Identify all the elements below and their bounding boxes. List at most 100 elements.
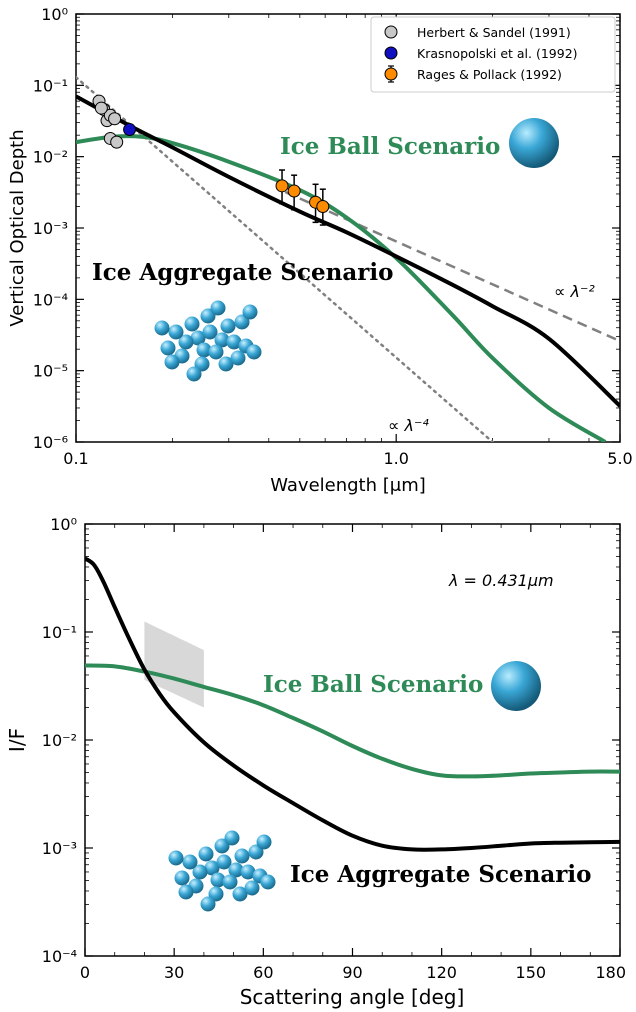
lambda-minus2-reference-line — [284, 190, 620, 343]
x-tick-label: 1.0 — [383, 449, 408, 468]
ice-ball-curve — [85, 663, 620, 779]
legend-marker-rages-pollack — [384, 67, 398, 81]
ice-particle — [214, 838, 230, 854]
x-axis-label: Wavelength [μm] — [270, 475, 426, 496]
ice-particle — [182, 854, 198, 870]
observation-range-band — [144, 621, 204, 708]
legend-label-krasnopolski: Krasnopolski et al. (1992) — [417, 46, 578, 61]
x-tick-label: 5.0 — [607, 449, 632, 468]
x-axis-label: Scattering angle [deg] — [240, 985, 465, 1009]
herbert-sandel-point — [108, 112, 122, 126]
lambda-minus4-annotation: ∝ λ⁻⁴ — [388, 416, 429, 435]
ice-aggregate-scenario-label: Ice Aggregate Scenario — [290, 861, 591, 888]
ice-particle — [214, 332, 230, 348]
rages-pollack-point — [287, 184, 301, 198]
ice-particle — [164, 354, 180, 370]
ice-particle — [246, 344, 262, 360]
rages-pollack-point — [275, 179, 289, 193]
ice-particle — [218, 356, 234, 372]
legend: Herbert & Sandel (1991) Krasnopolski et … — [370, 16, 616, 93]
ice-particle — [190, 330, 206, 346]
ice-particle — [200, 308, 216, 324]
x-tick-label: 180 — [595, 963, 626, 982]
ice-particle — [234, 848, 250, 864]
rages-pollack-point — [316, 200, 330, 214]
x-tick-label: 0.1 — [63, 449, 88, 468]
optical-depth-panel: 10⁻⁶ 10⁻⁵ 10⁻⁴ 10⁻³ 10⁻² 10⁻¹ 10⁰ 0.1 1.0 5.0 Her… — [7, 5, 633, 496]
ice-particle — [168, 324, 184, 340]
ice-particle — [216, 854, 232, 870]
ice-aggregate-curve — [85, 556, 620, 852]
ice-particle — [220, 318, 236, 334]
ice-aggregate-illustration — [154, 300, 262, 382]
y-tick-label: 10⁻¹ — [42, 623, 77, 642]
y-tick-label: 10⁻³ — [42, 839, 77, 858]
x-tick-label: 150 — [516, 963, 547, 982]
ice-particle — [196, 342, 212, 358]
ice-particle — [184, 316, 200, 332]
legend-marker-herbert-sandel — [384, 25, 398, 39]
y-tick-label: 10⁻² — [33, 148, 68, 167]
ice-particle — [224, 830, 240, 846]
ice-particle — [208, 886, 224, 902]
lambda-minus2-annotation: ∝ λ⁻² — [554, 282, 595, 301]
y-tick-label: 10⁻² — [42, 731, 77, 750]
y-tick-label: 10⁰ — [41, 5, 68, 24]
ice-particle — [260, 874, 276, 890]
legend-label-rages-pollack: Rages & Pollack (1992) — [417, 67, 562, 82]
axis-ticks — [75, 13, 621, 443]
y-tick-label: 10⁻⁴ — [42, 947, 77, 966]
ice-particle — [198, 846, 214, 862]
ice-particle — [204, 860, 220, 876]
ice-particle — [240, 864, 256, 880]
ice-particle — [178, 884, 194, 900]
ice-particle — [248, 844, 264, 860]
observation-points — [92, 94, 330, 226]
ice-particle — [186, 366, 202, 382]
ice-particle — [222, 874, 238, 890]
x-tick-label: 90 — [342, 963, 362, 982]
y-axis-label: I/F — [5, 728, 29, 752]
ice-aggregate-scenario-label: Ice Aggregate Scenario — [92, 259, 393, 286]
tick-labels: 10⁻⁴ 10⁻³ 10⁻² 10⁻¹ 10⁰ 0 30 60 90 120 150 180 — [42, 515, 626, 982]
ice-particle — [210, 300, 226, 316]
krasnopolski-point — [123, 123, 137, 137]
ice-particle — [178, 334, 194, 350]
ice-particle — [160, 340, 176, 356]
ice-particle — [256, 834, 272, 850]
phase-curve-panel: 10⁻⁴ 10⁻³ 10⁻² 10⁻¹ 10⁰ 0 30 60 90 120 150 180 λ = … — [5, 515, 626, 1009]
legend-box — [370, 16, 616, 93]
ice-particle — [208, 344, 224, 360]
x-tick-label: 120 — [426, 963, 457, 982]
ice-particle — [194, 356, 210, 372]
axis-ticks — [84, 523, 621, 957]
ice-particle — [228, 862, 244, 878]
ice-aggregate-curve — [76, 94, 620, 408]
ice-particle — [192, 864, 208, 880]
ice-ball-scenario-label: Ice Ball Scenario — [280, 133, 500, 160]
y-tick-label: 10⁻⁶ — [33, 433, 68, 452]
herbert-sandel-point — [94, 101, 108, 115]
ice-particle — [230, 350, 246, 366]
ice-ball-scenario-label: Ice Ball Scenario — [263, 671, 483, 698]
x-tick-label: 60 — [253, 963, 273, 982]
ice-particle — [154, 320, 170, 336]
y-tick-label: 10⁻¹ — [33, 76, 68, 95]
ice-particle — [232, 886, 248, 902]
ice-particle — [210, 872, 226, 888]
x-tick-label: 30 — [164, 963, 184, 982]
ice-particle — [242, 304, 258, 320]
herbert-sandel-point — [110, 135, 124, 149]
ice-particle — [174, 870, 190, 886]
ice-aggregate-illustration — [168, 830, 276, 912]
y-tick-label: 10⁻³ — [33, 219, 68, 238]
ice-particle — [234, 314, 250, 330]
y-tick-label: 10⁻⁴ — [33, 290, 68, 309]
y-axis-label: Vertical Optical Depth — [7, 129, 28, 326]
ice-particle — [202, 324, 218, 340]
legend-label-herbert-sandel: Herbert & Sandel (1991) — [417, 25, 571, 40]
wavelength-annotation: λ = 0.431μm — [448, 571, 554, 590]
ice-particle — [244, 880, 260, 896]
ice-ball-curve — [76, 134, 607, 442]
